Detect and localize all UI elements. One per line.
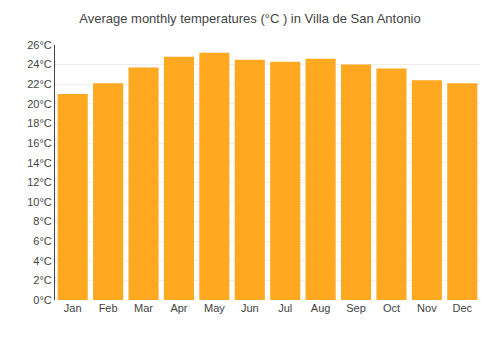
svg-text:4°C: 4°C xyxy=(33,255,52,267)
svg-text:0°C: 0°C xyxy=(33,294,52,306)
svg-text:Feb: Feb xyxy=(99,302,118,314)
svg-text:6°C: 6°C xyxy=(33,235,52,247)
svg-text:26°C: 26°C xyxy=(27,39,52,51)
svg-text:Oct: Oct xyxy=(383,302,400,314)
svg-text:Dec: Dec xyxy=(453,302,473,314)
svg-text:Apr: Apr xyxy=(170,302,187,314)
svg-text:Jun: Jun xyxy=(241,302,259,314)
svg-text:16°C: 16°C xyxy=(27,137,52,149)
svg-text:14°C: 14°C xyxy=(27,157,52,169)
svg-text:Jan: Jan xyxy=(64,302,82,314)
svg-text:18°C: 18°C xyxy=(27,117,52,129)
svg-text:May: May xyxy=(204,302,225,314)
svg-text:Sep: Sep xyxy=(346,302,366,314)
svg-text:Jul: Jul xyxy=(278,302,292,314)
svg-text:10°C: 10°C xyxy=(27,196,52,208)
svg-text:Mar: Mar xyxy=(134,302,153,314)
svg-text:Aug: Aug xyxy=(311,302,331,314)
svg-text:2°C: 2°C xyxy=(33,274,52,286)
svg-text:22°C: 22°C xyxy=(27,78,52,90)
svg-text:24°C: 24°C xyxy=(27,58,52,70)
svg-text:8°C: 8°C xyxy=(33,215,52,227)
svg-text:Nov: Nov xyxy=(417,302,437,314)
svg-text:Average monthly temperatures (: Average monthly temperatures (°C ) in Vi… xyxy=(79,11,420,26)
svg-text:20°C: 20°C xyxy=(27,98,52,110)
svg-text:12°C: 12°C xyxy=(27,176,52,188)
